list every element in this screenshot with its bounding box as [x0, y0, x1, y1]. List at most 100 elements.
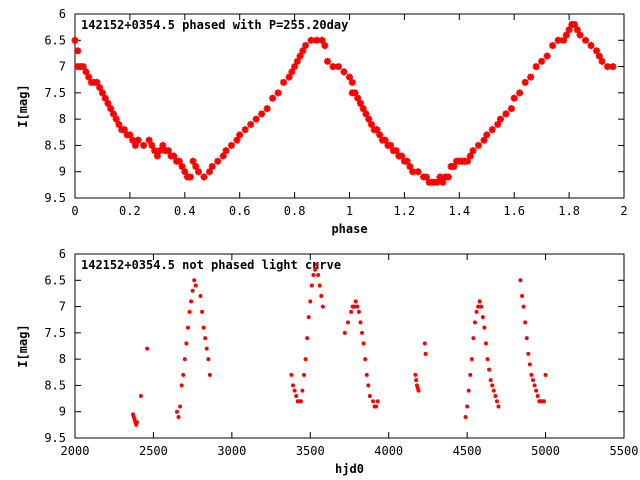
y-tick-label: 6.5	[44, 273, 66, 287]
data-point	[309, 283, 314, 288]
data-point	[204, 346, 209, 351]
x-tick-label: 0.4	[174, 204, 196, 218]
plot-frame-1	[74, 13, 625, 199]
data-point	[502, 110, 510, 118]
data-point	[534, 388, 539, 393]
data-point	[192, 162, 200, 170]
data-point	[269, 94, 277, 102]
data-point	[115, 120, 123, 128]
data-point	[126, 131, 134, 139]
data-point	[222, 147, 230, 155]
data-point	[219, 152, 227, 160]
data-point	[346, 73, 353, 81]
x-tick-label: 1	[346, 204, 353, 218]
data-point	[198, 294, 203, 299]
data-point	[364, 372, 369, 377]
data-point	[291, 383, 296, 388]
data-point	[482, 325, 487, 330]
data-point	[582, 36, 590, 44]
data-point	[480, 136, 488, 144]
data-point	[469, 147, 477, 155]
plot-frame-2	[74, 253, 625, 439]
data-point	[85, 73, 93, 81]
data-point	[120, 126, 128, 134]
data-point	[360, 330, 365, 335]
data-point	[593, 47, 601, 55]
data-point	[414, 378, 419, 383]
data-point	[307, 36, 315, 44]
data-point	[532, 383, 537, 388]
data-point	[363, 357, 368, 362]
data-point	[289, 372, 294, 377]
data-point	[576, 31, 584, 39]
data-point	[82, 68, 90, 76]
x-tick-label: 5000	[531, 444, 560, 458]
data-point	[526, 351, 531, 356]
x-axis-label: phase	[331, 222, 367, 236]
data-point	[479, 304, 484, 309]
data-point	[480, 315, 485, 320]
data-point	[373, 126, 381, 134]
data-point	[280, 78, 288, 86]
data-point	[263, 105, 271, 113]
data-point	[302, 42, 310, 50]
data-point	[554, 36, 562, 44]
data-point	[423, 351, 428, 356]
data-point	[450, 162, 458, 170]
x-tick-label: 2	[620, 204, 627, 218]
y-tick-label: 7	[59, 300, 66, 314]
y-tick-label: 6	[59, 7, 66, 21]
x-tick-label: 2500	[139, 444, 168, 458]
data-point	[354, 94, 362, 102]
y-tick-label: 8.5	[44, 138, 66, 152]
data-point	[409, 168, 417, 176]
chart-title: 142152+0354.5 phased with P=255.20day	[81, 18, 348, 32]
chart-title: 142152+0354.5 not phased light curve	[81, 258, 341, 272]
data-point	[186, 173, 194, 181]
data-point	[476, 304, 481, 309]
data-point	[571, 21, 579, 29]
data-point	[351, 89, 359, 97]
data-point	[292, 388, 297, 393]
data-point	[298, 399, 303, 404]
data-point	[145, 346, 150, 351]
data-point	[529, 372, 534, 377]
x-tick-label: 2000	[61, 444, 90, 458]
data-point	[176, 414, 181, 419]
data-point	[129, 136, 137, 144]
x-tick-label: 3000	[217, 444, 246, 458]
data-point	[468, 372, 473, 377]
data-point	[488, 378, 493, 383]
data-point	[496, 404, 501, 409]
data-point	[518, 278, 523, 283]
data-point	[206, 357, 211, 362]
data-point	[314, 262, 319, 267]
data-point	[320, 304, 325, 309]
data-point	[258, 110, 266, 118]
data-point	[101, 94, 109, 102]
data-point	[587, 42, 595, 50]
data-point	[207, 372, 212, 377]
data-point	[178, 404, 183, 409]
data-point	[413, 372, 418, 377]
x-axis-label: hjd0	[335, 462, 364, 476]
data-point	[318, 36, 326, 44]
data-point	[366, 383, 371, 388]
data-point	[494, 120, 502, 128]
data-point	[181, 168, 189, 176]
data-point	[148, 141, 156, 149]
x-tick-label: 4500	[453, 444, 482, 458]
data-point	[316, 273, 321, 278]
data-point	[291, 63, 299, 71]
data-point	[493, 393, 498, 398]
data-point	[193, 283, 198, 288]
data-point	[465, 404, 470, 409]
data-point	[134, 136, 142, 144]
data-point	[185, 325, 190, 330]
data-point	[422, 173, 430, 181]
data-point	[182, 357, 187, 362]
x-tick-label: 1.4	[448, 204, 470, 218]
data-point	[444, 173, 452, 181]
